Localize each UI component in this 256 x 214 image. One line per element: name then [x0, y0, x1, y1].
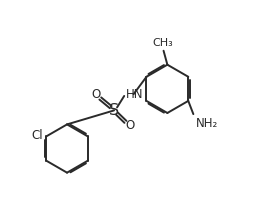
Text: Cl: Cl	[31, 129, 43, 142]
Text: O: O	[125, 119, 134, 132]
Text: NH₂: NH₂	[196, 117, 218, 130]
Text: CH₃: CH₃	[152, 38, 173, 48]
Text: O: O	[91, 88, 100, 101]
Text: S: S	[109, 103, 119, 118]
Text: HN: HN	[125, 88, 143, 101]
